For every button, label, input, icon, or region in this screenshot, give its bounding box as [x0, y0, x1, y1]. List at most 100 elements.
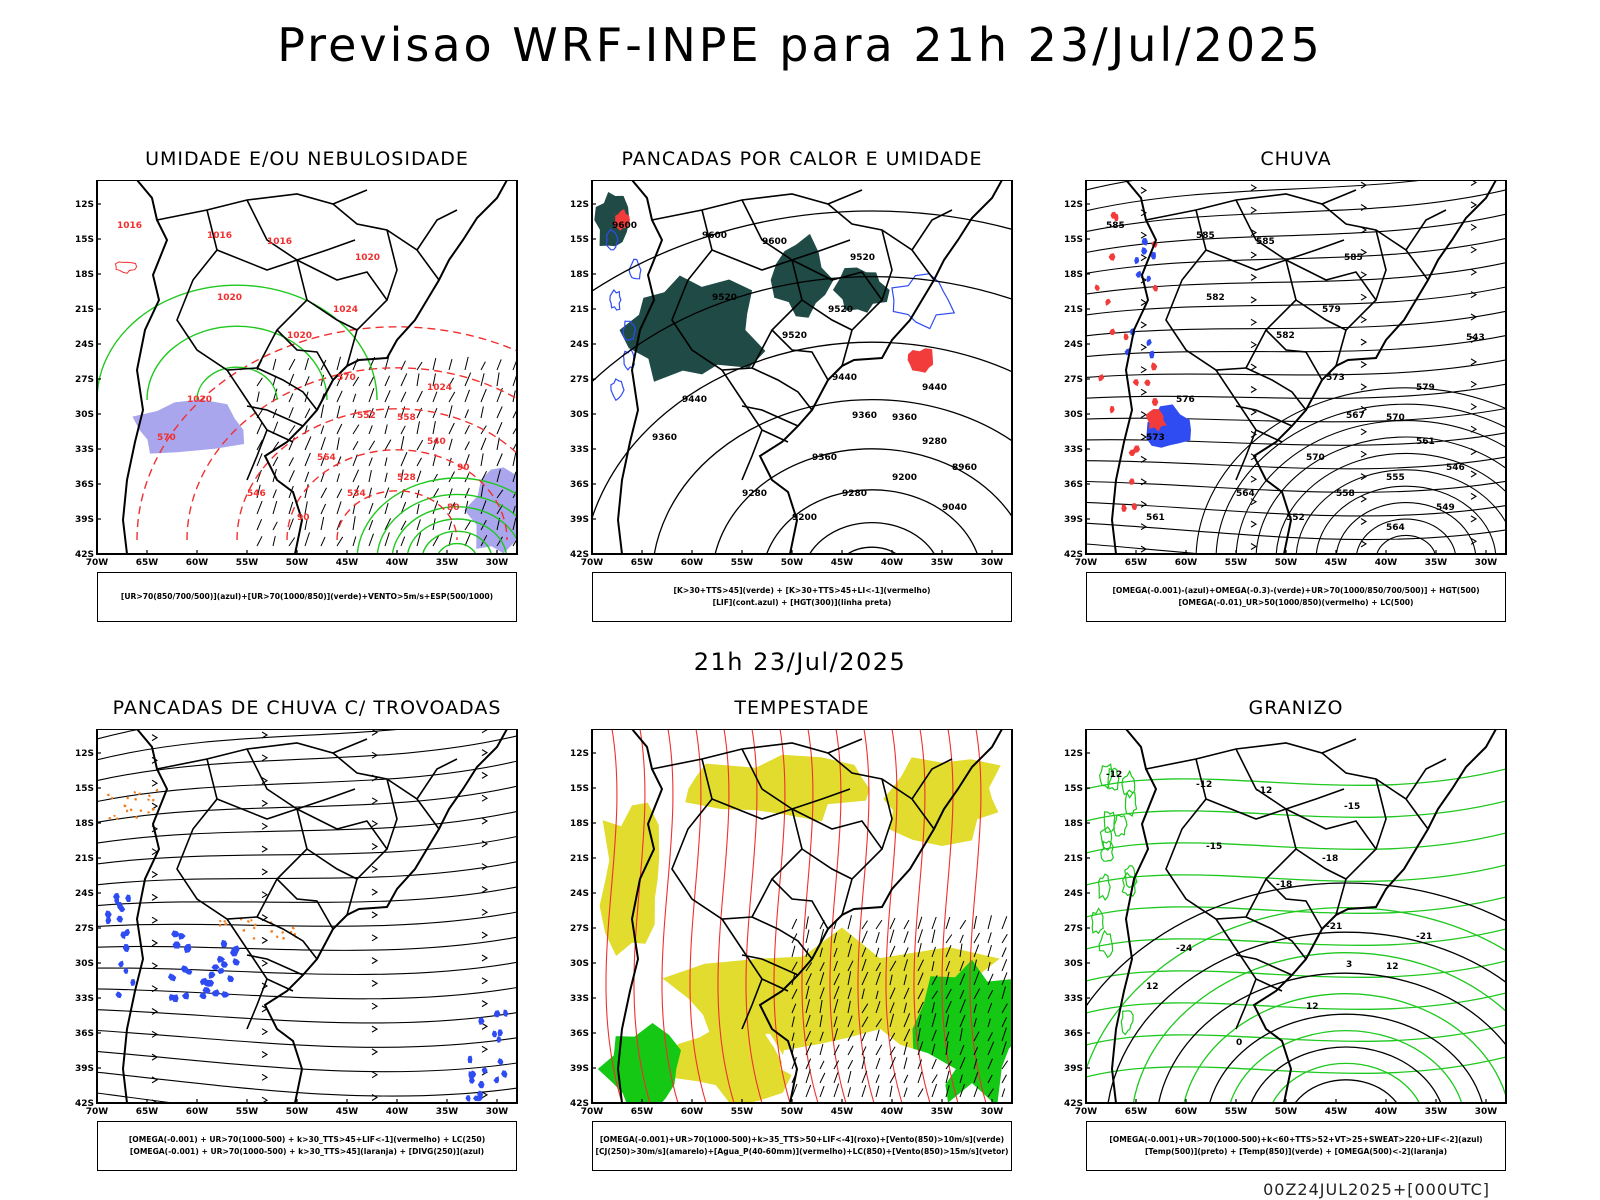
orange-dot	[125, 809, 129, 813]
wind-vector	[480, 388, 487, 403]
wind-vector	[464, 424, 470, 435]
wind-vector	[304, 408, 311, 419]
wind-vector	[288, 457, 294, 467]
wind-vector	[861, 971, 869, 986]
state-border	[711, 798, 803, 918]
streamline	[97, 911, 517, 927]
state-border	[1375, 778, 1387, 850]
wind-vector	[917, 972, 924, 986]
orange-dot	[224, 922, 228, 926]
wind-vector	[480, 406, 484, 419]
wind-vector	[336, 373, 343, 387]
instability-fill	[613, 209, 630, 231]
streamline	[1086, 432, 1506, 446]
divergence-fill	[496, 1036, 502, 1043]
wind-vector	[496, 372, 500, 387]
omega-red-fill	[1152, 284, 1158, 292]
contour-label: 528	[397, 473, 416, 483]
wind-vector	[336, 437, 340, 451]
wind-vector	[288, 518, 294, 531]
contour-label: 1020	[217, 293, 242, 303]
wind-vector	[464, 356, 469, 371]
temp850-contour	[1124, 789, 1138, 817]
wind-vector	[480, 534, 488, 547]
lat-tick-label: 21S	[1064, 305, 1083, 315]
lon-tick-label: 65W	[136, 1107, 159, 1117]
state-border	[1145, 189, 1357, 221]
lon-tick-label: 50W	[781, 558, 804, 568]
wind-vector	[917, 1071, 923, 1084]
lat-tick-label: 12S	[75, 200, 94, 210]
wind-vector	[805, 1014, 811, 1028]
streamline-arrow	[1470, 403, 1478, 411]
streamline-850	[689, 729, 707, 1103]
wind-vector	[288, 393, 294, 403]
streamline-arrow	[481, 954, 489, 962]
streamline-arrow	[481, 977, 489, 985]
streamline-arrow	[151, 1030, 159, 1038]
wind-vector	[889, 1085, 893, 1098]
divergence-fill	[178, 932, 186, 940]
divergence-fill	[491, 1030, 498, 1038]
streamline-arrow	[151, 985, 159, 993]
wind-vector	[416, 503, 420, 515]
wind-vector	[931, 929, 936, 944]
wind-vector	[847, 971, 852, 986]
lat-tick-label: 30S	[570, 410, 589, 420]
wind-vector	[352, 469, 360, 483]
wind-vector	[889, 1013, 895, 1028]
wind-vector	[917, 1014, 922, 1028]
wind-vector	[889, 945, 896, 958]
wind-vector	[512, 452, 517, 467]
wind-vector	[256, 422, 263, 435]
wind-vector	[1001, 986, 1006, 1000]
wind-vector	[400, 360, 406, 371]
contour-label: 9280	[742, 489, 767, 499]
omega-red-fill	[1105, 298, 1111, 306]
wind-vector	[400, 436, 405, 451]
wind-vector	[889, 974, 893, 986]
streamline-arrow	[1140, 545, 1148, 553]
wind-vector	[931, 961, 935, 972]
contour-label: 564	[1236, 489, 1255, 499]
wind-vector	[903, 1028, 911, 1042]
divergence-fill	[115, 991, 122, 999]
state-border	[801, 848, 853, 880]
wind-vector	[959, 999, 966, 1014]
wind-vector	[917, 959, 924, 972]
divergence-fill	[478, 1017, 485, 1025]
legend-line: [OMEGA(-0.001) + UR>70(1000-500) + k>30_…	[128, 1135, 486, 1144]
omega-red-fill	[1108, 253, 1116, 261]
streamline	[1086, 189, 1506, 233]
wind-vector	[304, 532, 310, 547]
streamline-arrow	[1470, 492, 1478, 500]
map-frame	[591, 180, 1013, 555]
temp850-contour	[1086, 768, 1506, 790]
lat-tick-label: 33S	[1064, 445, 1083, 455]
lon-tick-label: 30W	[981, 1107, 1004, 1117]
wind-vector	[819, 972, 825, 986]
orange-dot	[146, 811, 151, 814]
omega-red-fill	[1109, 328, 1116, 336]
streamline-arrow	[371, 1094, 379, 1101]
wind-vector	[352, 441, 359, 451]
wind-vector	[945, 960, 951, 972]
red-contour	[448, 186, 476, 206]
wind-vector	[861, 1032, 867, 1042]
state-border	[721, 369, 789, 443]
red-dashed-contour	[336, 490, 458, 541]
temp850-contour	[1086, 928, 1506, 950]
temp850-contour	[1121, 871, 1136, 898]
wind-vector	[336, 390, 343, 403]
wind-vector	[480, 485, 484, 499]
wind-vector	[819, 947, 823, 958]
contour-label: 543	[1466, 333, 1485, 343]
wind-vector	[416, 457, 422, 467]
orange-dot	[129, 808, 133, 812]
green-contour	[406, 518, 508, 554]
wind-vector	[805, 929, 810, 944]
wind-vector	[903, 1041, 908, 1056]
lat-tick-label: 39S	[75, 1064, 94, 1074]
panel-title: UMIDADE E/OU NEBULOSIDADE	[145, 148, 469, 170]
streamline-850	[773, 729, 791, 1103]
